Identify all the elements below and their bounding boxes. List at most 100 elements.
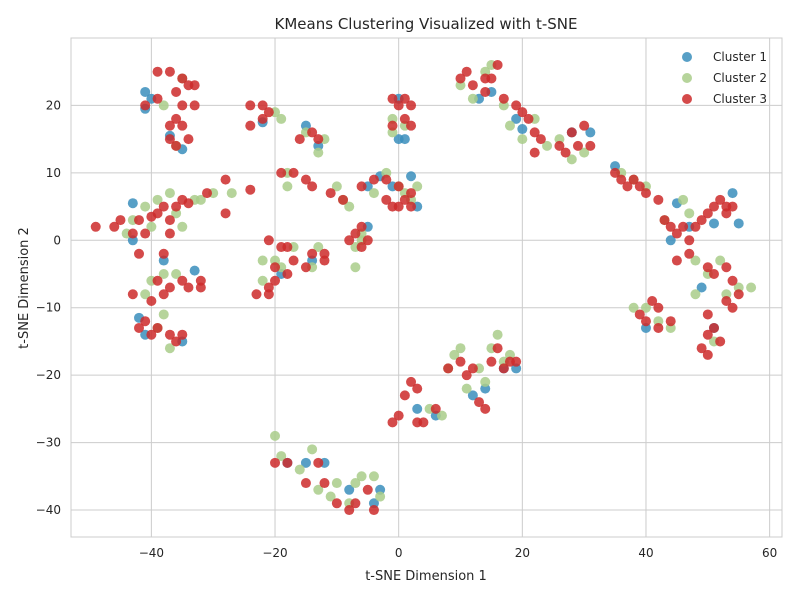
data-point [647,295,658,306]
data-point [406,120,417,131]
data-point [177,329,188,340]
data-point [127,228,138,239]
data-point [640,188,651,199]
data-point [634,309,645,320]
legend-label: Cluster 1 [713,50,767,64]
data-point [115,215,126,226]
data-point [653,322,664,333]
data-point [307,248,318,259]
data-point [127,198,138,209]
data-point [616,174,627,185]
data-point [276,242,287,253]
data-point [158,100,169,111]
data-point [467,390,478,401]
data-point [504,120,515,131]
data-point [288,255,299,266]
data-point [517,134,528,145]
y-tick-label: −20 [36,368,61,382]
data-point [566,127,577,138]
data-point [300,262,311,273]
data-point [146,221,157,232]
data-point [480,403,491,414]
data-point [183,134,194,145]
data-points [90,59,757,516]
data-point [331,498,342,509]
data-point [300,457,311,468]
data-point [282,269,293,280]
x-tick-label: −40 [139,546,164,560]
data-point [171,201,182,212]
data-point [344,484,355,495]
data-point [579,147,590,158]
data-point [270,457,281,468]
data-point [381,194,392,205]
data-point [134,215,145,226]
legend-label: Cluster 2 [713,71,767,85]
data-point [313,242,324,253]
data-point [158,248,169,259]
data-point [721,208,732,219]
data-point [610,167,621,178]
data-point [634,181,645,192]
data-point [164,329,175,340]
data-point [356,471,367,482]
data-point [362,484,373,495]
data-point [294,464,305,475]
data-point [733,289,744,300]
data-point [152,322,163,333]
data-point [418,417,429,428]
data-point [294,134,305,145]
data-point [152,208,163,219]
data-point [480,86,491,97]
data-point [158,309,169,320]
data-point [393,410,404,421]
data-point [152,66,163,77]
data-point [183,198,194,209]
data-point [270,430,281,441]
data-point [399,390,410,401]
data-point [461,370,472,381]
data-point [375,491,386,502]
data-point [467,93,478,104]
data-point [721,295,732,306]
data-point [171,140,182,151]
data-point [134,322,145,333]
data-point [671,228,682,239]
data-point [443,363,454,374]
legend-marker [682,94,692,104]
x-axis-label: t-SNE Dimension 1 [365,569,487,584]
data-point [387,120,398,131]
data-point [671,255,682,266]
data-point [220,174,231,185]
data-point [158,201,169,212]
data-point [177,100,188,111]
data-point [696,343,707,354]
data-point [300,174,311,185]
data-point [684,235,695,246]
data-point [455,343,466,354]
data-point [300,478,311,489]
data-point [486,73,497,84]
data-point [715,255,726,266]
data-point [140,228,151,239]
data-point [146,329,157,340]
data-point [325,491,336,502]
data-point [393,181,404,192]
data-point [393,201,404,212]
y-axis-label: t-SNE Dimension 2 [17,227,32,349]
data-point [152,275,163,286]
data-point [455,356,466,367]
data-point [702,262,713,273]
data-point [492,59,503,70]
data-point [406,201,417,212]
y-tick-label: −10 [36,301,61,315]
data-point [146,295,157,306]
data-point [177,120,188,131]
data-point [406,188,417,199]
data-point [399,134,410,145]
data-point [628,174,639,185]
data-point [467,363,478,374]
data-point [140,316,151,327]
data-point [585,140,596,151]
